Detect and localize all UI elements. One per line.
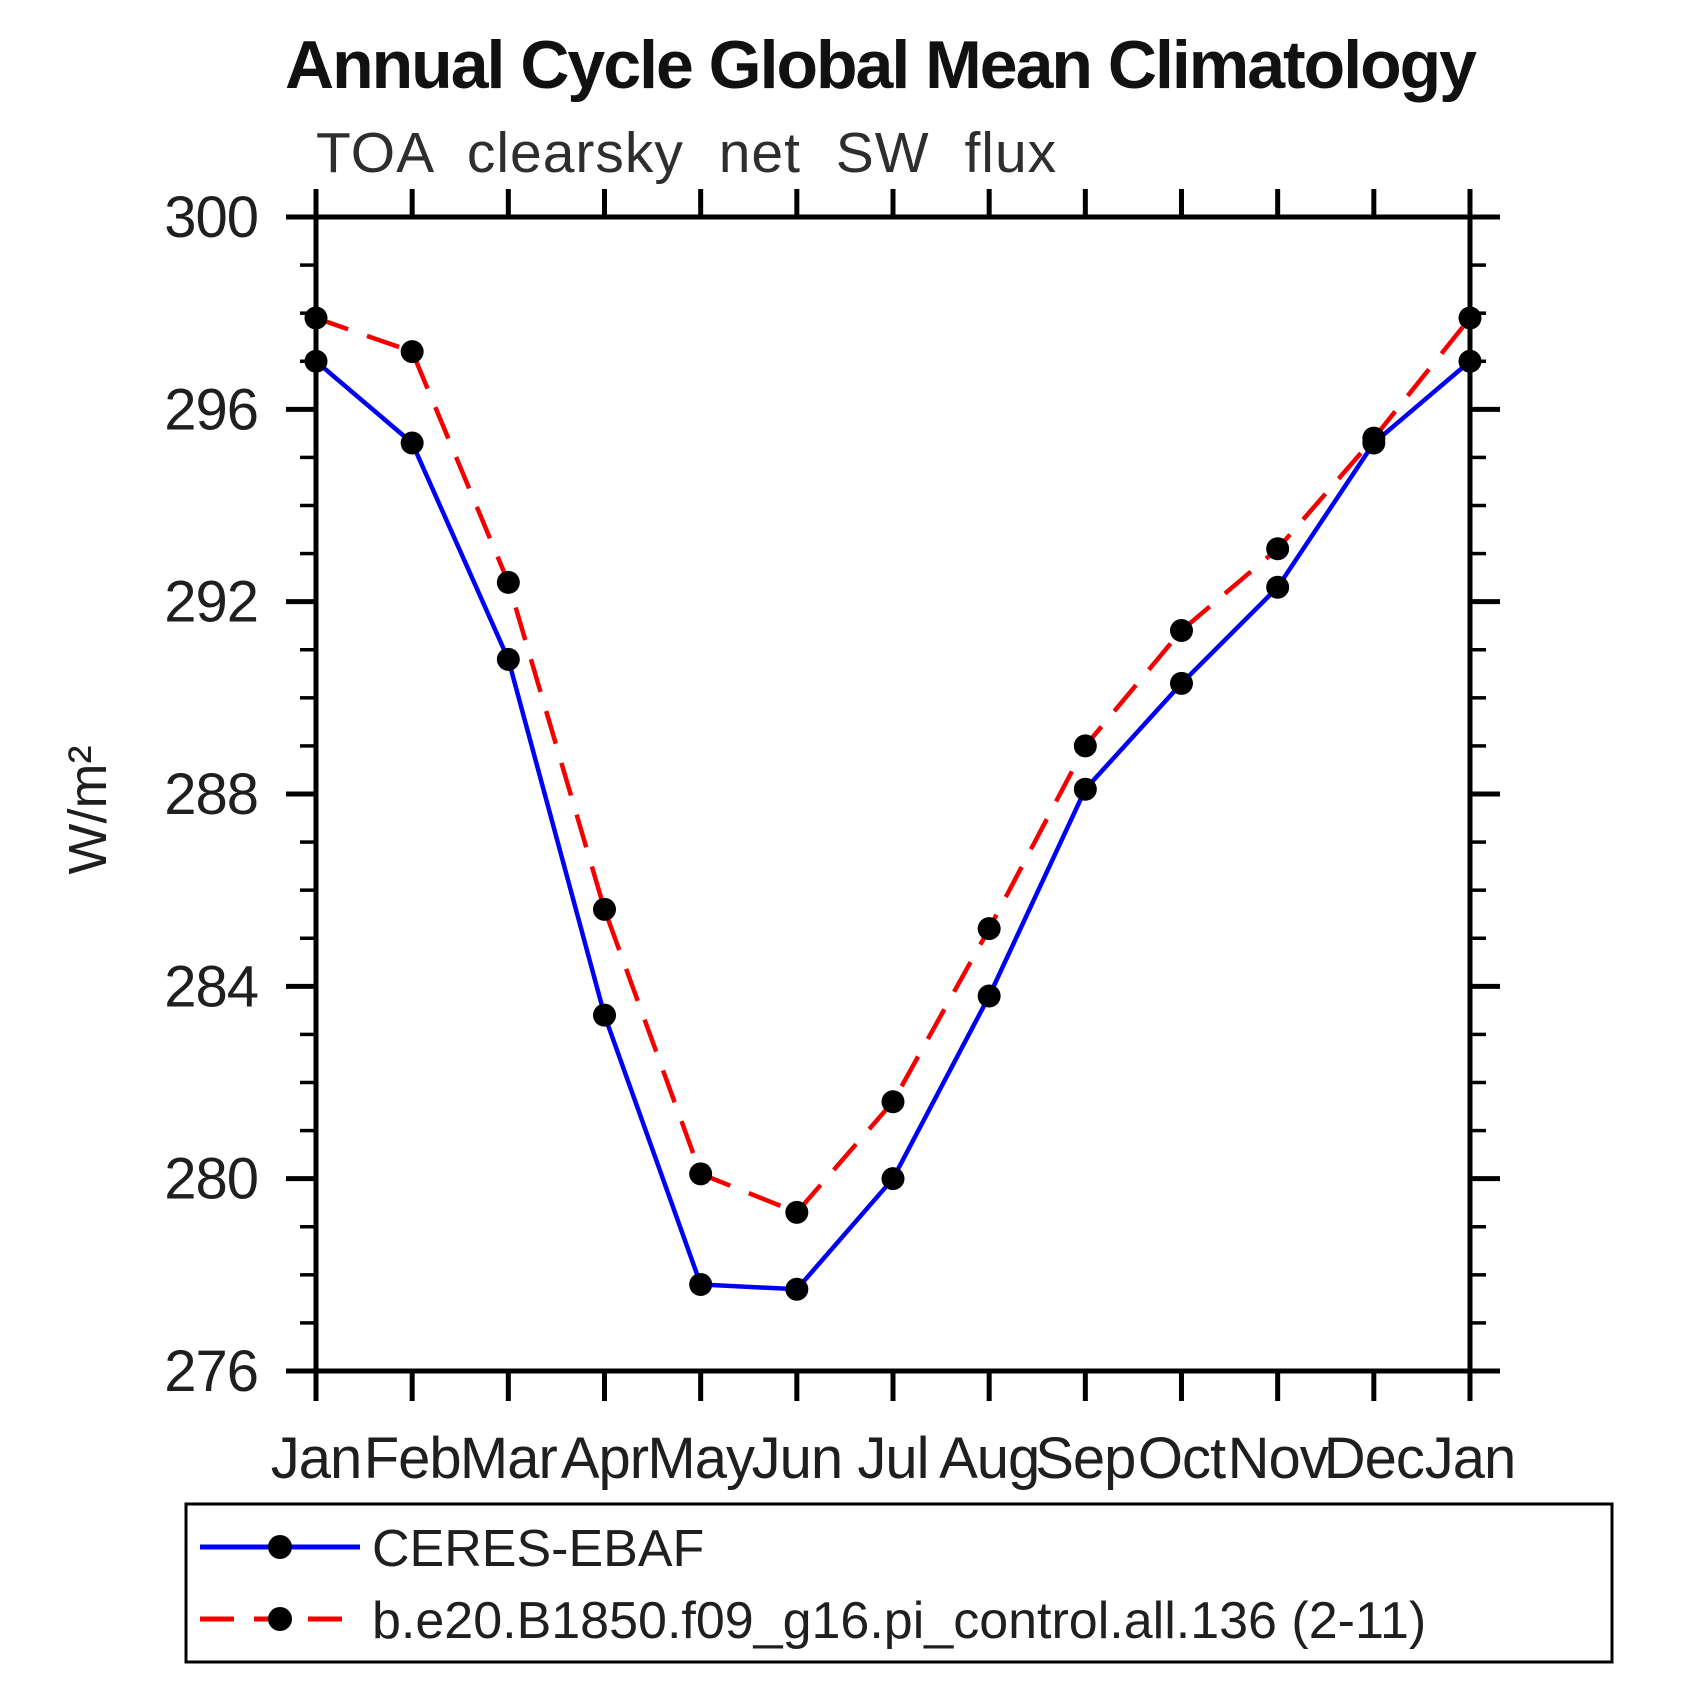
x-tick-label: Apr: [561, 1426, 649, 1491]
y-axis-label: W/m²: [58, 746, 118, 875]
data-point: [496, 647, 520, 671]
series-layer: [304, 306, 1482, 1301]
data-point: [1073, 777, 1097, 801]
data-point: [881, 1167, 905, 1191]
series-line-0: [314, 359, 1472, 1292]
data-point: [1266, 537, 1290, 561]
y-tick-label: 276: [164, 1339, 258, 1404]
data-point: [593, 1003, 616, 1027]
x-tick-label: Jan: [1425, 1426, 1516, 1491]
data-point: [977, 984, 1001, 1008]
plot-frame: [313, 214, 1473, 1374]
x-tick-label: Aug: [939, 1426, 1039, 1491]
data-point: [1458, 349, 1482, 373]
x-tick-label: Nov: [1228, 1426, 1329, 1491]
series-line-1: [315, 315, 1472, 1216]
data-point: [1266, 575, 1290, 599]
data-point: [1458, 306, 1482, 330]
data-point: [1362, 426, 1386, 450]
chart-subtitle: TOA clearsky net SW flux: [316, 121, 1057, 185]
x-tick-label: Jul: [857, 1426, 928, 1491]
legend-box: CERES-EBAF b.e20.B1850.f09_g16.pi_contro…: [184, 1502, 1614, 1664]
data-point: [689, 1162, 713, 1186]
data-point: [689, 1272, 713, 1296]
y-tick-label: 296: [164, 377, 258, 442]
legend-marker-obs-icon: [268, 1535, 292, 1559]
y-tick-label: 280: [164, 1147, 258, 1212]
x-tick-label: Mar: [460, 1426, 558, 1491]
data-point: [1073, 734, 1097, 758]
x-tick-label: Sep: [1035, 1426, 1135, 1491]
legend-marker-model-icon: [268, 1607, 292, 1631]
data-point: [593, 897, 616, 921]
x-tick-label: Dec: [1324, 1426, 1424, 1491]
x-tick-label: Jun: [752, 1426, 843, 1491]
legend-label-obs: CERES-EBAF: [372, 1520, 704, 1578]
data-point: [977, 917, 1001, 941]
legend-border: [184, 1502, 1614, 1664]
legend-label-model: b.e20.B1850.f09_g16.pi_control.all.136 (…: [372, 1592, 1426, 1650]
y-tick-labels: 276 280 284 288 292 296 300: [164, 185, 259, 1404]
data-point: [304, 349, 328, 373]
data-point: [400, 431, 424, 455]
y-tick-label: 292: [164, 570, 258, 635]
data-point: [400, 340, 424, 364]
data-point: [785, 1200, 809, 1224]
chart-title: Annual Cycle Global Mean Climatology: [285, 27, 1477, 103]
x-tick-label: Oct: [1138, 1426, 1226, 1491]
x-tick-label: May: [647, 1426, 755, 1491]
y-tick-label: 300: [164, 185, 258, 250]
plot-axes: [286, 189, 1500, 1401]
x-tick-label: Jan: [271, 1426, 362, 1491]
data-point: [1170, 671, 1193, 695]
y-tick-label: 288: [164, 762, 258, 827]
data-point: [1170, 619, 1193, 643]
data-point: [881, 1090, 905, 1114]
data-point: [496, 570, 520, 594]
data-point: [785, 1277, 809, 1301]
data-point: [304, 306, 328, 330]
x-tick-label: Feb: [364, 1426, 461, 1491]
y-tick-label: 284: [164, 954, 258, 1019]
